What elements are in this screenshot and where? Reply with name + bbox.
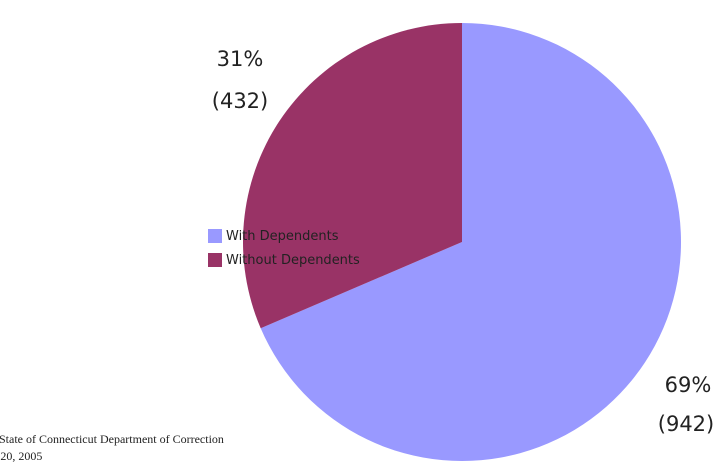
legend-label-without-dependents: Without Dependents: [226, 252, 360, 268]
legend-label-with-dependents: With Dependents: [226, 228, 339, 244]
without-dependents-percent-label: 31%: [216, 47, 264, 71]
legend-swatch-without-dependents: [208, 253, 222, 267]
source-line-2: ber 20, 2005: [0, 449, 43, 463]
source-line-1: ce: State of Connecticut Department of C…: [0, 432, 224, 446]
without-dependents-count-label: (432): [211, 89, 269, 113]
with-dependents-count-label: (942): [657, 412, 715, 436]
source-note: ce: State of Connecticut Department of C…: [0, 431, 224, 465]
legend: With Dependents Without Dependents: [208, 226, 360, 274]
pie-slice-with-dependents: [260, 23, 681, 461]
legend-item-without-dependents: Without Dependents: [208, 250, 360, 270]
with-dependents-percent-label: 69%: [664, 373, 712, 397]
legend-item-with-dependents: With Dependents: [208, 226, 360, 246]
pie-slice-without-dependents: [242, 22, 462, 329]
legend-swatch-with-dependents: [208, 229, 222, 243]
